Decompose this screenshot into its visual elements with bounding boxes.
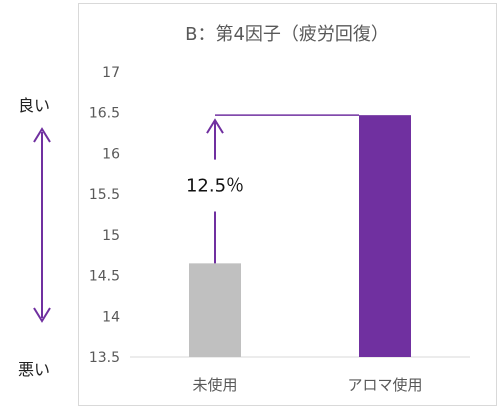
- y-tick-label: 16.5: [89, 106, 120, 122]
- good-bad-double-arrow: [33, 127, 51, 323]
- x-category-label: 未使用: [192, 376, 237, 394]
- chart-frame: [78, 3, 497, 406]
- side-label-bad: 悪い: [18, 360, 51, 379]
- y-tick-label: 17: [102, 65, 120, 81]
- bar: [189, 263, 241, 357]
- increase-arrow-head: [206, 118, 224, 134]
- y-tick-label: 14: [102, 309, 120, 325]
- x-category-label: アロマ使用: [347, 376, 422, 394]
- increase-percent-label: 12.5％: [186, 176, 244, 197]
- y-tick-label: 16: [102, 146, 120, 162]
- bar: [359, 115, 411, 358]
- y-tick-label: 13.5: [89, 350, 120, 366]
- chart-title: B：第4因子（疲労回復）: [185, 24, 389, 45]
- side-label-good: 良い: [18, 96, 51, 115]
- y-tick-label: 15.5: [89, 187, 120, 203]
- y-tick-label: 15: [102, 228, 120, 244]
- y-tick-label: 14.5: [89, 269, 120, 285]
